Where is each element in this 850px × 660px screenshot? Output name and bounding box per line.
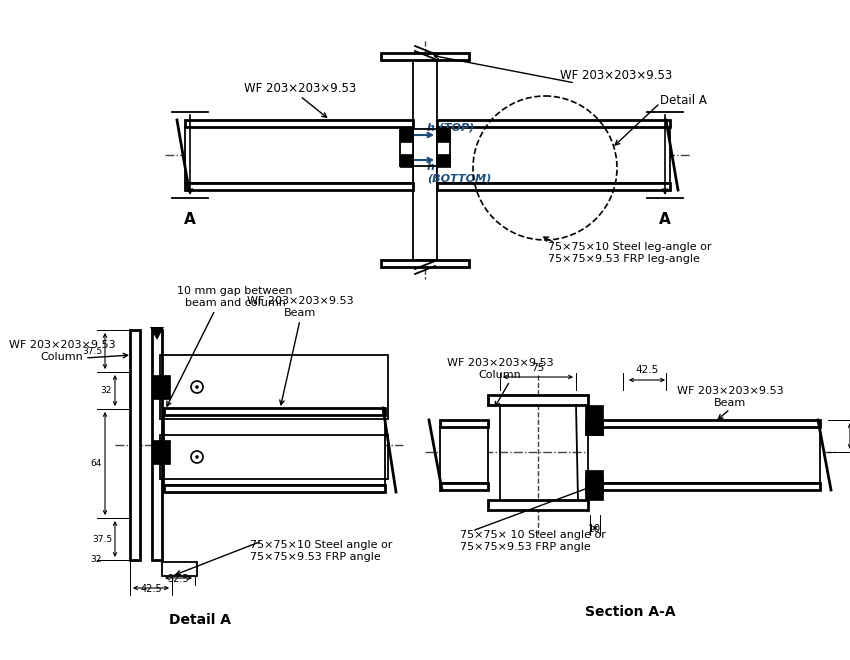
Bar [437,127,670,183]
Text: A: A [184,212,196,227]
Bar [437,120,670,127]
Bar [152,330,162,560]
Bar [585,478,603,493]
Text: 32: 32 [100,386,112,395]
Bar [185,183,413,190]
Text: 32: 32 [91,556,102,564]
Text: WF 203×203×9.53
Column: WF 203×203×9.53 Column [8,340,116,362]
Bar [130,330,140,560]
Bar [164,408,385,415]
Text: A: A [659,212,671,227]
Bar [585,470,603,500]
Bar [437,129,450,142]
Bar [185,120,413,127]
Bar [585,420,603,435]
Bar [440,483,488,490]
Bar [488,500,588,510]
Bar [152,375,170,399]
Circle shape [191,451,203,463]
Circle shape [405,133,410,137]
Text: Detail A: Detail A [169,613,231,627]
Bar [588,420,820,427]
Bar [400,154,413,167]
Circle shape [405,158,410,162]
Bar [488,395,588,405]
Bar [381,53,469,60]
Bar [588,427,820,483]
Text: h (TOP): h (TOP) [427,123,474,133]
Bar [381,260,469,267]
Text: 10 mm gap between
beam and column: 10 mm gap between beam and column [178,286,292,308]
Polygon shape [150,327,164,340]
Bar [585,405,603,435]
Text: 32.5: 32.5 [167,574,189,584]
Bar [440,420,488,427]
Circle shape [440,158,445,162]
Text: WF 203×203×9.53: WF 203×203×9.53 [560,69,672,82]
Circle shape [440,133,445,137]
Bar [164,415,385,485]
Text: 75×75×10 Steel angle or
75×75×9.53 FRP angle: 75×75×10 Steel angle or 75×75×9.53 FRP a… [250,540,393,562]
Bar [437,154,450,167]
Text: Section A-A: Section A-A [585,605,675,619]
Text: WF 203×203×9.53
Column: WF 203×203×9.53 Column [447,358,553,380]
Bar [400,129,450,166]
Text: Detail A: Detail A [660,94,707,106]
Bar [413,60,437,260]
Text: WF 203×203×9.53
Beam: WF 203×203×9.53 Beam [246,296,354,318]
Bar [437,183,670,190]
Circle shape [196,455,199,459]
Text: 75×75×10 Steel leg-angle or
75×75×9.53 FRP leg-angle: 75×75×10 Steel leg-angle or 75×75×9.53 F… [548,242,711,263]
Text: 42.5: 42.5 [140,584,162,594]
Bar [164,485,385,492]
Circle shape [196,385,199,389]
Bar [185,127,413,183]
Text: 10: 10 [587,524,601,534]
Text: 64: 64 [91,459,102,468]
Bar [152,440,170,464]
Bar [160,355,388,419]
Bar [400,129,413,142]
Text: WF 203×203×9.53
Beam: WF 203×203×9.53 Beam [677,386,784,408]
Circle shape [191,381,203,393]
Text: h
(BOTTOM): h (BOTTOM) [427,162,491,183]
Text: 42.5: 42.5 [635,365,659,375]
Text: 75: 75 [531,363,545,373]
Text: 75×75× 10 Steel angle or
75×75×9.53 FRP angle: 75×75× 10 Steel angle or 75×75×9.53 FRP … [460,530,606,552]
Text: 37.5: 37.5 [82,346,102,356]
Text: 37.5: 37.5 [92,535,112,543]
Text: WF 203×203×9.53: WF 203×203×9.53 [244,82,356,95]
Bar [162,562,197,576]
Bar [588,483,820,490]
Bar [440,427,488,483]
Bar [160,435,388,479]
